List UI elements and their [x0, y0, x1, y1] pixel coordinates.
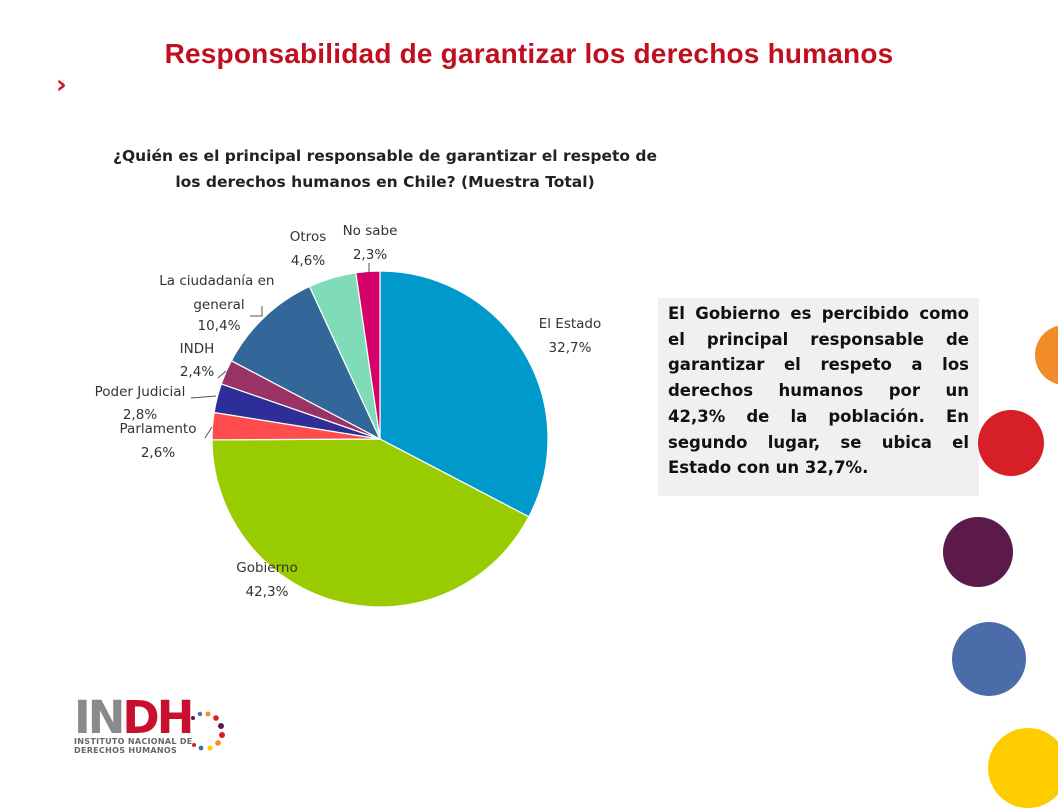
leader-line-1: [190, 395, 217, 399]
chart-title-line2: los derechos humanos en Chile? (Muestra …: [175, 173, 595, 191]
pie-chart: El Estado 32,7% Gobierno 42,3% Parlament…: [95, 223, 602, 608]
decorative-circle-blue: [952, 622, 1026, 696]
label-name-parlamento: Parlamento: [120, 421, 197, 437]
logo-wordmark: INDH: [74, 691, 194, 744]
label-value-ciudadania: 10,4%: [198, 318, 241, 334]
label-name-el-estado: El Estado: [539, 316, 602, 332]
chart-title: ¿Quién es el principal responsable de ga…: [100, 143, 670, 195]
indh-logo: INDH INSTITUTO NACIONAL DE DERECHOS HUMA…: [74, 694, 234, 758]
chart-title-line1: ¿Quién es el principal responsable de ga…: [112, 147, 658, 165]
label-name-poder-judicial: Poder Judicial: [95, 384, 186, 400]
pie-slice-la-ciudadania-en-general: [230, 285, 382, 441]
label-value-parlamento: 2,6%: [141, 445, 175, 461]
pie-slices: [211, 270, 549, 608]
label-value-no-sabe: 2,3%: [353, 247, 387, 263]
slide-title: Responsabilidad de garantizar los derech…: [164, 38, 894, 69]
label-value-indh: 2,4%: [180, 364, 214, 380]
leader-line-2: [217, 370, 227, 379]
label-value-el-estado: 32,7%: [549, 340, 592, 356]
pie-slice-gobierno: [211, 438, 530, 608]
decorative-circle-red: [978, 410, 1044, 476]
label-name-gobierno: Gobierno: [236, 560, 297, 576]
pie-slice-el-estado: [379, 270, 549, 518]
label-value-gobierno: 42,3%: [246, 584, 289, 600]
chevron-right-icon: ›: [56, 70, 67, 100]
label-name-indh: INDH: [180, 341, 215, 357]
label-value-otros: 4,6%: [291, 253, 325, 269]
leader-line-0: [204, 426, 213, 439]
leader-line-3: [250, 306, 263, 317]
logo-dots-icon: [191, 711, 225, 751]
logo-subtitle-line1: INSTITUTO NACIONAL DE: [74, 737, 193, 746]
label-name-otros: Otros: [290, 229, 326, 245]
pie-slice-no-sabe: [355, 270, 381, 440]
label-name-ciudadania: La ciudadanía en general: [159, 273, 279, 313]
label-name-no-sabe: No sabe: [343, 223, 398, 239]
logo-subtitle-line2: DERECHOS HUMANOS: [74, 746, 178, 755]
decorative-circle-yellow: [988, 728, 1058, 808]
decorative-circle-purple: [943, 517, 1013, 587]
leader-lines: [190, 263, 370, 439]
info-text-box: El Gobierno es percibido como el princip…: [658, 298, 979, 496]
label-value-poder-judicial: 2,8%: [123, 407, 157, 423]
decorative-circle-orange: [1035, 325, 1058, 385]
